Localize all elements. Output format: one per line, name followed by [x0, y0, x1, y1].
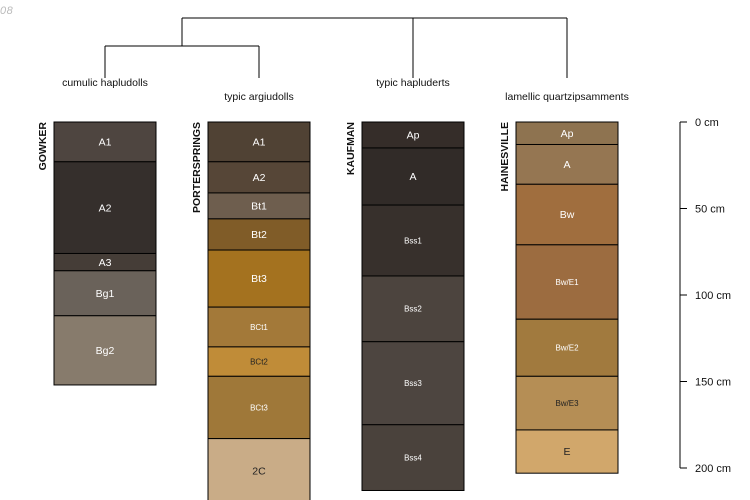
group-label: typic hapluderts [376, 77, 450, 89]
horizon-band [53, 121, 157, 163]
soil-profile: KAUFMAN Ap A Bss1 Bss2 Bss3 Bss4 [345, 121, 465, 491]
soil-profiles: GOWKER A1 A2 A3 Bg1 Bg2 PORTERSPRINGS A1 A2 Bt1 Bt… [37, 121, 619, 500]
horizon-band [207, 218, 311, 251]
horizon-band [361, 424, 465, 491]
profile-name: HAINESVILLE [499, 122, 511, 191]
horizon-band [53, 315, 157, 386]
horizon-label: BCt2 [250, 357, 268, 366]
horizon-label: Ap [407, 130, 420, 142]
horizon-band [207, 121, 311, 163]
horizon-label: Bss1 [404, 236, 422, 245]
horizon-label: A2 [99, 202, 112, 214]
horizon-label: BCt3 [250, 403, 268, 412]
horizon-label: Bss2 [404, 305, 422, 314]
horizon-band [515, 318, 619, 377]
horizon-label: Bw/E2 [555, 344, 579, 353]
horizon-label: Bt1 [251, 201, 267, 213]
horizon-label: Bss3 [404, 379, 422, 388]
horizon-band [515, 183, 619, 246]
profile-name: PORTERSPRINGS [191, 122, 203, 213]
horizon-band [361, 204, 465, 277]
horizon-band [207, 438, 311, 500]
horizon-label: Bt3 [251, 273, 267, 285]
horizon-label: A3 [99, 257, 112, 269]
horizon-band [207, 346, 311, 377]
soil-profile: GOWKER A1 A2 A3 Bg1 Bg2 [37, 121, 157, 386]
horizon-label: A [409, 171, 416, 183]
horizon-band [361, 341, 465, 426]
depth-tick-label: 0 cm [695, 117, 719, 129]
horizon-band [361, 147, 465, 206]
horizon-label: Bt2 [251, 229, 267, 241]
horizon-label: Bw [560, 209, 575, 221]
horizon-band [361, 121, 465, 149]
horizon-band [207, 161, 311, 194]
depth-tick-label: 50 cm [695, 204, 725, 216]
depth-axis: 0 cm 50 cm 100 cm 150 cm 200 cm [679, 117, 731, 475]
horizon-label: Bg1 [96, 288, 115, 300]
depth-tick-label: 150 cm [695, 377, 731, 389]
group-label: typic argiudolls [224, 91, 293, 103]
horizon-label: A2 [253, 172, 266, 184]
horizon-label: A1 [253, 137, 266, 149]
group-label: lamellic quartzipsamments [505, 91, 629, 103]
corner-fragment-text: 08 [0, 5, 14, 17]
horizon-label: 2C [252, 465, 266, 477]
horizon-band [515, 429, 619, 474]
depth-tick-label: 100 cm [695, 290, 731, 302]
horizon-band [207, 306, 311, 348]
horizon-band [515, 375, 619, 431]
horizon-label: Bw/E1 [555, 278, 579, 287]
horizon-band [207, 375, 311, 440]
profile-name: GOWKER [37, 122, 49, 171]
horizon-label: Bw/E3 [555, 399, 579, 408]
soil-profile: HAINESVILLE Ap A Bw Bw/E1 Bw/E2 Bw/E3 E [499, 121, 619, 474]
horizon-band [361, 275, 465, 343]
horizon-band [515, 143, 619, 185]
depth-tick-label: 200 cm [695, 463, 731, 475]
horizon-label: BCt1 [250, 323, 268, 332]
group-label: cumulic hapludolls [62, 77, 148, 89]
horizon-label: Bss4 [404, 453, 422, 462]
horizon-label: A [563, 159, 570, 171]
horizon-label: E [563, 446, 570, 458]
dendrogram [104, 17, 568, 78]
profile-name: KAUFMAN [345, 122, 357, 175]
horizon-band [207, 192, 311, 220]
horizon-label: Ap [561, 128, 574, 140]
group-labels: cumulic hapludolls typic argiudolls typic … [62, 77, 629, 103]
horizon-label: Bg2 [96, 345, 115, 357]
horizon-label: A1 [99, 137, 112, 149]
horizon-band [53, 161, 157, 254]
soil-profile: PORTERSPRINGS A1 A2 Bt1 Bt2 Bt3 BCt1 BCt2 BCt3 2C [191, 121, 311, 500]
